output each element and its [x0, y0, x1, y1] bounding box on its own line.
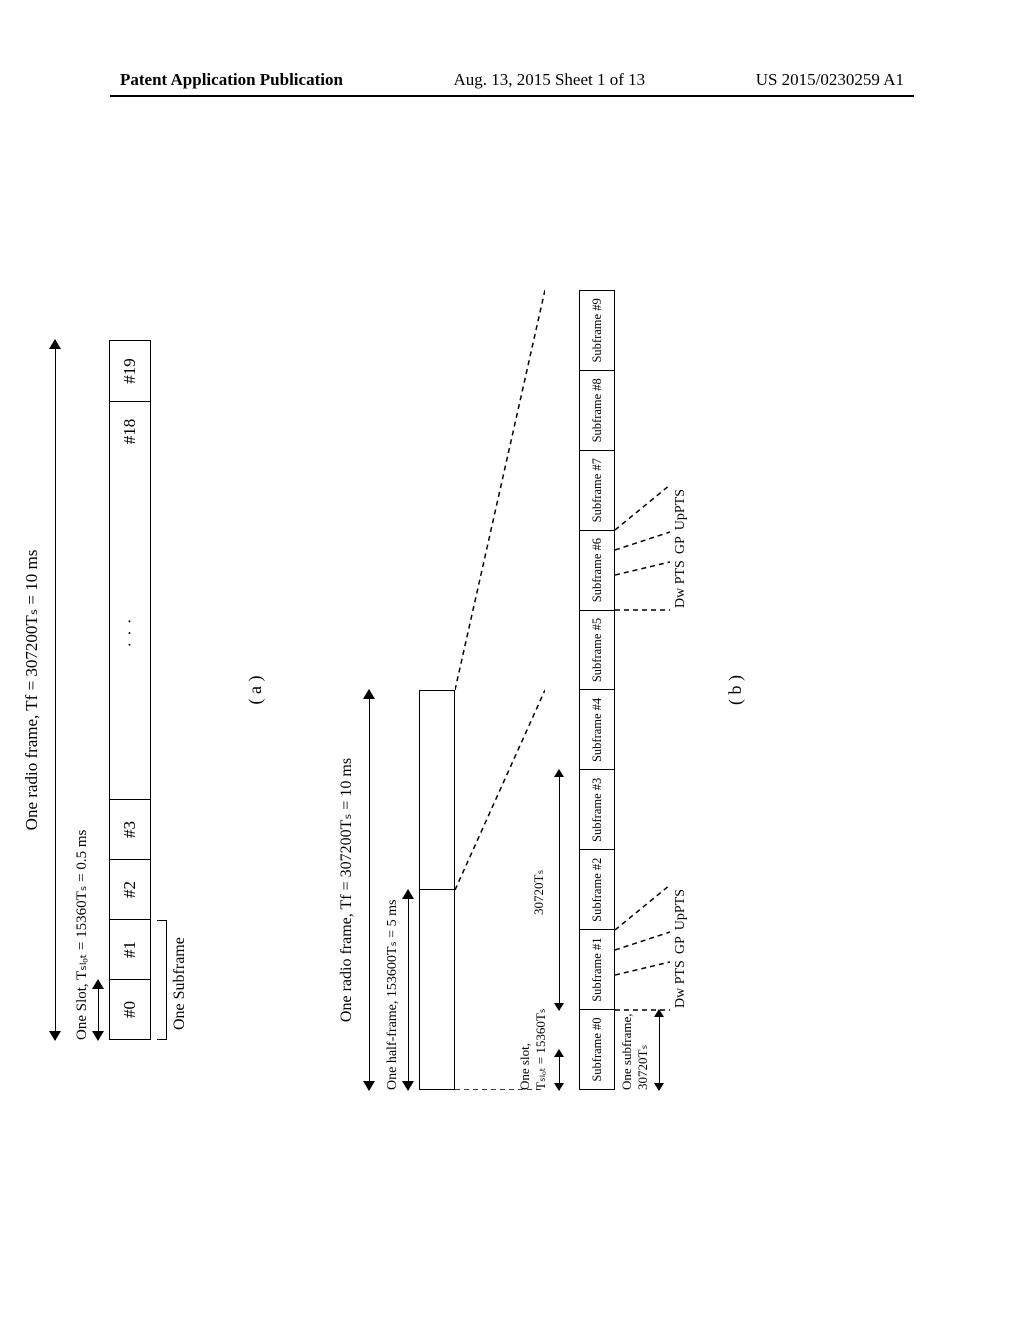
subframe-cell: Subframe #4 — [580, 689, 614, 769]
subframe-cell: Subframe #8 — [580, 370, 614, 450]
arrow-left-icon — [49, 1031, 61, 1041]
radio-frame-arrow-b — [362, 690, 376, 1090]
radio-frame-arrow-a — [48, 340, 62, 1040]
slot-label-a: One Slot, Tₛₗₒₜ = 15360Tₛ = 0.5 ms — [72, 780, 91, 1040]
subframe-cell: Subframe #2 — [580, 849, 614, 929]
page-header: Patent Application Publication Aug. 13, … — [0, 70, 1024, 90]
pts-group-left: Dw PTS GP UpPTS — [673, 889, 689, 1008]
arrow-left-icon — [402, 1081, 414, 1091]
pts-label: Dw PTS — [673, 560, 689, 608]
subframe-brace-a: One Subframe — [157, 340, 197, 1040]
halfframe-label-b: One half-frame, 153600Tₛ = 5 ms — [384, 890, 401, 1090]
slot-arrow-b — [553, 1050, 565, 1090]
radio-frame-wrap-b: One radio frame, Tf = 307200Tₛ = 10 ms — [336, 690, 376, 1090]
part-a: One radio frame, Tf = 307200Tₛ = 10 ms O… — [22, 340, 266, 1040]
pts-label: UpPTS — [673, 889, 689, 930]
part-a-caption: ( a ) — [245, 340, 266, 1040]
slot-label-b-2: Tₛₗₒₜ = 15360Tₛ — [533, 1008, 549, 1090]
period-label-b: 30720Tₛ — [531, 870, 547, 915]
arrow-right-icon — [92, 979, 104, 989]
arrow-right-icon — [554, 769, 564, 777]
subframe-cell: Subframe #5 — [580, 610, 614, 690]
pts-label: UpPTS — [673, 489, 689, 530]
arrow-left-icon — [554, 1083, 564, 1091]
arrow-left-icon — [363, 1081, 375, 1091]
pts-group-right: Dw PTS GP UpPTS — [673, 489, 689, 608]
slot-arrow-a — [91, 980, 105, 1040]
pts-label: Dw PTS — [673, 960, 689, 1008]
slot-cell: #19 — [110, 341, 150, 401]
subframe-cell: Subframe #6 — [580, 530, 614, 610]
halfframe-wrap: One half-frame, 153600Tₛ = 5 ms — [384, 890, 415, 1090]
slot-cell: #18 — [110, 401, 150, 461]
slot-period-arrows: One slot, Tₛₗₒₜ = 15360Tₛ 30720Tₛ — [545, 290, 579, 1090]
subframe-cell: Subframe #9 — [580, 291, 614, 370]
pts-label: GP — [673, 536, 689, 554]
slot-label-wrap-a: One Slot, Tₛₗₒₜ = 15360Tₛ = 0.5 ms — [72, 980, 105, 1040]
period-arrow-b — [553, 770, 565, 1010]
subframe-cell: Subframe #0 — [580, 1009, 614, 1089]
header-right: US 2015/0230259 A1 — [756, 70, 904, 90]
header-left: Patent Application Publication — [120, 70, 343, 90]
slot-cell: #3 — [110, 799, 150, 859]
halfframe-cell — [420, 691, 454, 890]
brace-line — [157, 920, 167, 1040]
slot-cell: #0 — [110, 979, 150, 1039]
figure-area: FIG. 1 One radio frame, Tf = 307200Tₛ = … — [0, 240, 1024, 1140]
halfframe-arrow-b — [401, 890, 415, 1090]
subframe-row: Subframe #0 Subframe #1 Subframe #2 Subf… — [579, 290, 615, 1090]
arrow-left-icon — [92, 1031, 104, 1041]
projection-lines — [455, 290, 545, 1090]
subframe-cell: Subframe #3 — [580, 769, 614, 849]
arrow-right-icon — [363, 689, 375, 699]
pts-area: One subframe, 30720Tₛ Dw PTS GP — [615, 290, 705, 1090]
subframe-cell: Subframe #7 — [580, 450, 614, 530]
arrow-left-icon — [554, 1003, 564, 1011]
subframe-label-a: One Subframe — [171, 937, 189, 1030]
halfframe-cell — [420, 890, 454, 1090]
slot-label-b-1: One slot, — [517, 1008, 533, 1090]
subframe-cell: Subframe #1 — [580, 929, 614, 1009]
slot-cell: #1 — [110, 919, 150, 979]
slot-cell: #2 — [110, 859, 150, 919]
arrow-right-icon — [49, 339, 61, 349]
part-b: One radio frame, Tf = 307200Tₛ = 10 ms O… — [336, 290, 746, 1090]
slot-ellipsis: ··· — [110, 461, 150, 799]
header-rule — [110, 95, 914, 97]
header-center: Aug. 13, 2015 Sheet 1 of 13 — [453, 70, 645, 90]
radio-frame-label-a: One radio frame, Tf = 307200Tₛ = 10 ms — [22, 340, 42, 1040]
slot-row-a: #0 #1 #2 #3 ··· #18 #19 — [109, 340, 151, 1040]
halfframe-row — [419, 690, 455, 1090]
pts-label: GP — [673, 936, 689, 954]
arrow-right-icon — [402, 889, 414, 899]
radio-frame-label-b: One radio frame, Tf = 307200Tₛ = 10 ms — [336, 690, 356, 1090]
part-b-caption: ( b ) — [725, 290, 746, 1090]
arrow-right-icon — [554, 1049, 564, 1057]
